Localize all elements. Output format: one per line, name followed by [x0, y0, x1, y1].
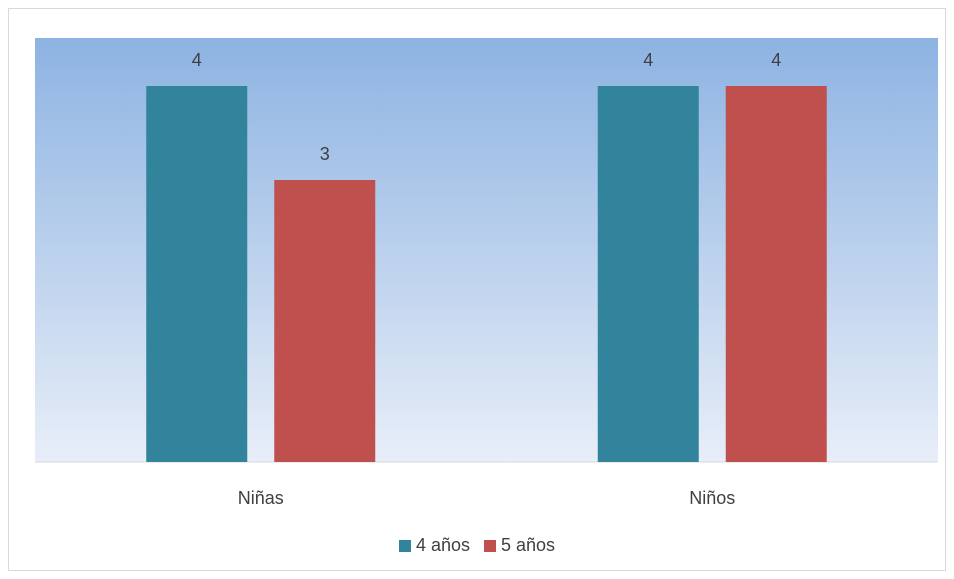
data-label: 4 — [643, 50, 653, 70]
category-label: Niñas — [238, 488, 284, 508]
legend-label: 4 años — [415, 535, 470, 555]
data-label: 4 — [771, 50, 781, 70]
legend: 4 años 5 años — [0, 535, 954, 556]
legend-item: 5 años — [484, 535, 555, 556]
data-label: 4 — [192, 50, 202, 70]
data-label: 3 — [320, 144, 330, 164]
bars-layer — [146, 86, 827, 462]
legend-item: 4 años — [398, 535, 470, 556]
category-label: Niños — [689, 488, 735, 508]
category-ticks: Niñas Niños — [238, 488, 736, 508]
legend-label: 5 años — [501, 535, 556, 555]
bar-Niños-5 años — [725, 86, 827, 462]
bar-Niños-4 años — [597, 86, 699, 462]
legend-swatch — [398, 539, 411, 552]
legend-swatch — [484, 539, 496, 552]
bar-Niñas-5 años — [274, 180, 376, 462]
labels-layer: 4 3 4 4 — [192, 50, 782, 164]
bar-Niñas-4 años — [146, 86, 248, 462]
